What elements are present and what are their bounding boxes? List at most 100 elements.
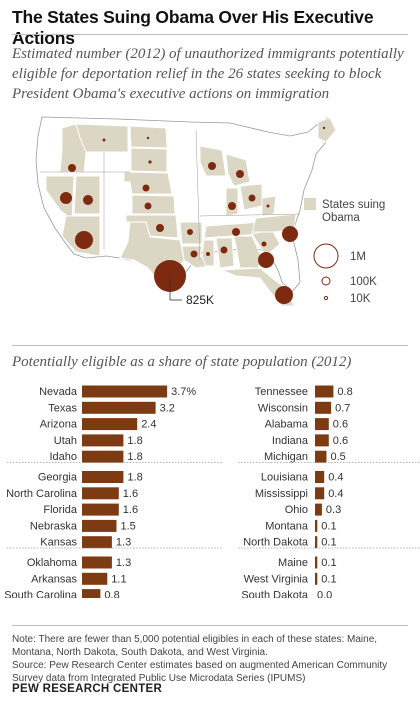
size-legend-circle-1m	[313, 243, 339, 269]
map-bubbles	[60, 126, 326, 304]
size-legend-label-100k: 100K	[350, 276, 377, 288]
data-label-north-carolina: 1.6	[123, 488, 138, 500]
bubble-nebraska	[142, 184, 150, 192]
bar-nebraska	[82, 519, 117, 532]
tick-label-indiana: Indiana	[272, 435, 309, 447]
bubble-wisconsin	[208, 162, 216, 170]
data-label-nevada: 3.7%	[171, 386, 196, 398]
data-label-texas: 3.2	[160, 402, 175, 414]
bubble-oklahoma	[156, 224, 164, 232]
tick-label-florida: Florida	[43, 504, 78, 516]
tick-label-north-carolina: North Carolina	[6, 488, 78, 500]
bubble-texas	[154, 260, 186, 292]
legend-swatch	[304, 198, 316, 210]
state-border	[195, 129, 201, 261]
size-legend-label-1m: 1M	[350, 251, 366, 263]
callout-label: 825K	[186, 293, 214, 307]
bar-tennessee	[315, 385, 334, 398]
data-label-louisiana: 0.4	[328, 472, 343, 484]
tick-label-wisconsin: Wisconsin	[258, 402, 308, 414]
data-label-utah: 1.8	[127, 435, 142, 447]
data-label-florida: 1.6	[123, 504, 138, 516]
bar-ohio	[315, 503, 322, 516]
bubble-north-dakota	[146, 136, 150, 140]
note-divider	[12, 625, 408, 626]
data-label-montana: 0.1	[321, 520, 336, 532]
bubble-indiana	[228, 202, 236, 210]
state-nebraska	[123, 171, 173, 195]
state-maine	[317, 117, 337, 143]
bubble-utah	[83, 195, 93, 205]
bar-alabama	[315, 418, 329, 431]
bar-arizona	[82, 418, 138, 431]
tick-label-tennessee: Tennessee	[255, 386, 308, 398]
size-legend: 1M 100K 10K	[313, 243, 377, 305]
tick-label-west-virginia: West Virginia	[244, 573, 309, 585]
state-south-dakota	[130, 147, 168, 173]
tick-label-nebraska: Nebraska	[30, 520, 78, 532]
bubble-mississippi	[206, 252, 210, 256]
tick-label-mississippi: Mississippi	[255, 488, 308, 500]
data-label-south-dakota: 0.0	[317, 590, 332, 598]
bar-louisiana	[315, 471, 325, 483]
bubble-georgia	[258, 252, 274, 268]
data-label-georgia: 1.8	[127, 472, 142, 484]
tick-label-arizona: Arizona	[40, 419, 78, 431]
bar-michigan	[315, 450, 327, 463]
chart-title: The States Suing Obama Over His Executiv…	[12, 7, 374, 48]
brand-logo-text: PEW RESEARCH CENTER	[12, 683, 163, 695]
tick-label-nevada: Nevada	[39, 386, 78, 398]
tick-label-louisiana: Louisiana	[261, 472, 309, 484]
bar-utah	[82, 434, 124, 447]
size-legend-label-10k: 10K	[350, 293, 371, 305]
bar-nevada	[82, 385, 168, 398]
state-idaho	[59, 123, 87, 173]
bar-maine	[315, 556, 318, 569]
bar-indiana	[315, 434, 329, 447]
tick-label-oklahoma: Oklahoma	[27, 557, 78, 569]
bubble-maine	[322, 126, 326, 130]
data-label-indiana: 0.6	[333, 435, 348, 447]
tick-label-south-carolina: South Carolina	[4, 590, 78, 598]
bubble-alabama	[220, 246, 228, 254]
chart-subtitle: Estimated number (2012) of unauthorized …	[12, 46, 404, 102]
bubble-tennessee	[232, 228, 240, 236]
data-label-nebraska: 1.5	[121, 520, 136, 532]
state-michigan	[225, 153, 251, 187]
tick-label-south-dakota: South Dakota	[241, 590, 309, 598]
bar-oklahoma	[82, 556, 112, 569]
source-text: Source: Pew Research Center estimates ba…	[12, 660, 388, 684]
data-label-idaho: 1.8	[127, 451, 142, 463]
data-label-michigan: 0.5	[331, 451, 346, 463]
data-label-north-dakota: 0.1	[321, 537, 336, 549]
bar-arkansas	[82, 572, 108, 585]
bar-florida	[82, 503, 119, 516]
map-states	[35, 116, 337, 307]
size-legend-circle-10k	[323, 295, 329, 301]
bubble-west-virginia	[266, 204, 270, 208]
bubble-arkansas	[187, 229, 193, 235]
data-label-west-virginia: 0.1	[321, 573, 336, 585]
tick-label-north-dakota: North Dakota	[243, 537, 309, 549]
bubble-nevada	[60, 192, 72, 204]
bubble-north-carolina	[282, 226, 298, 242]
tick-label-texas: Texas	[48, 402, 77, 414]
bubble-arizona	[75, 231, 93, 249]
tick-label-michigan: Michigan	[264, 451, 308, 463]
bubble-louisiana	[190, 250, 198, 258]
bubble-ohio	[248, 194, 256, 202]
section-divider	[12, 345, 408, 346]
bar-kansas	[82, 536, 112, 549]
state-border	[199, 213, 301, 217]
bar-texas	[82, 401, 156, 414]
notes: Note: There are fewer than 5,000 potenti…	[12, 633, 412, 685]
bubble-south-dakota	[148, 160, 152, 164]
bubble-kansas	[144, 202, 152, 210]
tick-label-ohio: Ohio	[285, 504, 308, 516]
bar-north-carolina	[82, 487, 119, 500]
tick-label-montana: Montana	[265, 520, 309, 532]
tick-label-kansas: Kansas	[40, 537, 77, 549]
tick-label-idaho: Idaho	[49, 451, 77, 463]
tick-label-arkansas: Arkansas	[31, 573, 77, 585]
data-label-mississippi: 0.4	[328, 488, 343, 500]
